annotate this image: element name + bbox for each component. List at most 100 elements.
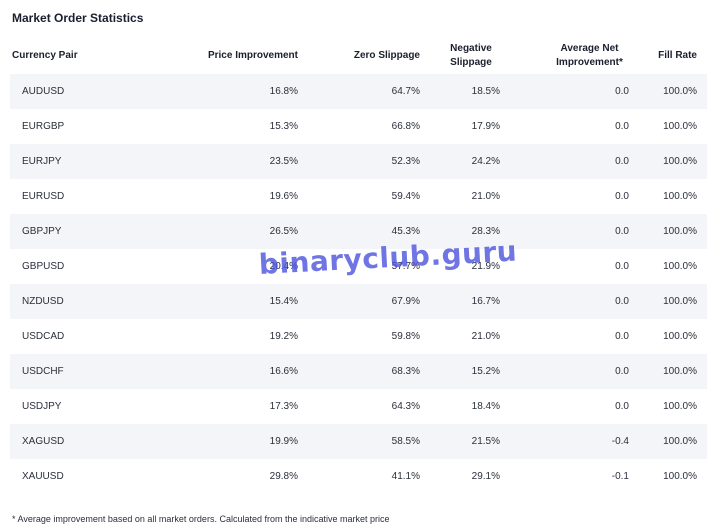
- cell-zero-slippage: 59.8%: [391, 331, 420, 342]
- cell-negative-slippage: 21.5%: [471, 436, 500, 447]
- table-row: EURJPY 23.5% 52.3% 24.2% 0.0 100.0%: [10, 144, 707, 179]
- table-row: GBPUSD 20.4% 57.7% 21.9% 0.0 100.0%: [10, 249, 707, 284]
- table-row: USDCHF 16.6% 68.3% 15.2% 0.0 100.0%: [10, 354, 707, 389]
- cell-zero-slippage: 64.3%: [391, 401, 420, 412]
- table-row: AUDUSD 16.8% 64.7% 18.5% 0.0 100.0%: [10, 74, 707, 109]
- header-negative-slippage-line2: Slippage: [450, 57, 492, 68]
- cell-price-improvement: 16.8%: [269, 86, 298, 97]
- cell-zero-slippage: 59.4%: [391, 191, 420, 202]
- table-row: EURGBP 15.3% 66.8% 17.9% 0.0 100.0%: [10, 109, 707, 144]
- cell-currency-pair: EURGBP: [22, 121, 65, 132]
- cell-zero-slippage: 67.9%: [391, 296, 420, 307]
- cell-average-net-improvement: 0.0: [615, 331, 629, 342]
- table-row: XAUUSD 29.8% 41.1% 29.1% -0.1 100.0%: [10, 459, 707, 494]
- cell-fill-rate: 100.0%: [663, 121, 697, 132]
- cell-currency-pair: EURJPY: [22, 156, 62, 167]
- cell-zero-slippage: 45.3%: [391, 226, 420, 237]
- cell-average-net-improvement: -0.1: [611, 471, 629, 482]
- table-row: USDJPY 17.3% 64.3% 18.4% 0.0 100.0%: [10, 389, 707, 424]
- header-price-improvement: Price Improvement: [207, 50, 298, 61]
- cell-negative-slippage: 29.1%: [471, 471, 500, 482]
- table-row: USDCAD 19.2% 59.8% 21.0% 0.0 100.0%: [10, 319, 707, 354]
- table-body: AUDUSD 16.8% 64.7% 18.5% 0.0 100.0% EURGBP 15.3…: [10, 74, 707, 494]
- cell-negative-slippage: 16.7%: [471, 296, 500, 307]
- cell-zero-slippage: 66.8%: [391, 121, 420, 132]
- cell-zero-slippage: 52.3%: [391, 156, 420, 167]
- cell-currency-pair: XAUUSD: [22, 471, 64, 482]
- cell-currency-pair: USDCHF: [22, 366, 64, 377]
- cell-average-net-improvement: 0.0: [615, 156, 629, 167]
- cell-negative-slippage: 28.3%: [471, 226, 500, 237]
- table-row: NZDUSD 15.4% 67.9% 16.7% 0.0 100.0%: [10, 284, 707, 319]
- cell-fill-rate: 100.0%: [663, 86, 697, 97]
- cell-average-net-improvement: -0.4: [611, 436, 629, 447]
- table-header: Currency Pair Price Improvement Zero Sli…: [10, 38, 707, 74]
- cell-average-net-improvement: 0.0: [615, 121, 629, 132]
- cell-currency-pair: GBPJPY: [22, 226, 62, 237]
- statistics-table: Currency Pair Price Improvement Zero Sli…: [10, 38, 707, 494]
- cell-average-net-improvement: 0.0: [615, 226, 629, 237]
- cell-zero-slippage: 41.1%: [391, 471, 420, 482]
- header-currency-pair: Currency Pair: [12, 50, 78, 61]
- cell-negative-slippage: 15.2%: [471, 366, 500, 377]
- cell-currency-pair: NZDUSD: [22, 296, 64, 307]
- cell-currency-pair: GBPUSD: [22, 261, 65, 272]
- cell-negative-slippage: 24.2%: [471, 156, 500, 167]
- cell-price-improvement: 15.3%: [269, 121, 298, 132]
- cell-price-improvement: 19.6%: [269, 191, 298, 202]
- cell-negative-slippage: 17.9%: [471, 121, 500, 132]
- cell-negative-slippage: 18.4%: [471, 401, 500, 412]
- header-negative-slippage: Negative Slippage: [420, 42, 500, 70]
- cell-average-net-improvement: 0.0: [615, 191, 629, 202]
- cell-negative-slippage: 21.9%: [471, 261, 500, 272]
- cell-average-net-improvement: 0.0: [615, 401, 629, 412]
- cell-fill-rate: 100.0%: [663, 226, 697, 237]
- cell-price-improvement: 17.3%: [269, 401, 298, 412]
- cell-price-improvement: 19.9%: [269, 436, 298, 447]
- cell-average-net-improvement: 0.0: [615, 296, 629, 307]
- cell-fill-rate: 100.0%: [663, 261, 697, 272]
- header-average-net-line2: Improvement*: [556, 57, 623, 68]
- table-row: GBPJPY 26.5% 45.3% 28.3% 0.0 100.0%: [10, 214, 707, 249]
- cell-currency-pair: USDJPY: [22, 401, 62, 412]
- cell-fill-rate: 100.0%: [663, 366, 697, 377]
- table-row: EURUSD 19.6% 59.4% 21.0% 0.0 100.0%: [10, 179, 707, 214]
- header-average-net-line1: Average Net: [560, 43, 619, 54]
- cell-price-improvement: 20.4%: [269, 261, 298, 272]
- cell-fill-rate: 100.0%: [663, 296, 697, 307]
- cell-currency-pair: EURUSD: [22, 191, 65, 202]
- cell-negative-slippage: 18.5%: [471, 86, 500, 97]
- cell-fill-rate: 100.0%: [663, 191, 697, 202]
- cell-average-net-improvement: 0.0: [615, 366, 629, 377]
- footnote: * Average improvement based on all marke…: [12, 514, 390, 524]
- cell-zero-slippage: 58.5%: [391, 436, 420, 447]
- cell-price-improvement: 15.4%: [269, 296, 298, 307]
- cell-price-improvement: 26.5%: [269, 226, 298, 237]
- cell-price-improvement: 23.5%: [269, 156, 298, 167]
- cell-zero-slippage: 57.7%: [391, 261, 420, 272]
- header-average-net-improvement: Average Net Improvement*: [500, 42, 629, 70]
- cell-fill-rate: 100.0%: [663, 436, 697, 447]
- header-negative-slippage-line1: Negative: [450, 43, 492, 54]
- header-fill-rate: Fill Rate: [658, 50, 697, 61]
- cell-price-improvement: 19.2%: [269, 331, 298, 342]
- cell-fill-rate: 100.0%: [663, 156, 697, 167]
- cell-zero-slippage: 64.7%: [391, 86, 420, 97]
- cell-zero-slippage: 68.3%: [391, 366, 420, 377]
- cell-average-net-improvement: 0.0: [615, 86, 629, 97]
- cell-negative-slippage: 21.0%: [471, 331, 500, 342]
- cell-currency-pair: XAGUSD: [22, 436, 65, 447]
- cell-fill-rate: 100.0%: [663, 401, 697, 412]
- page-title: Market Order Statistics: [12, 11, 144, 25]
- cell-currency-pair: USDCAD: [22, 331, 65, 342]
- cell-fill-rate: 100.0%: [663, 471, 697, 482]
- cell-average-net-improvement: 0.0: [615, 261, 629, 272]
- cell-fill-rate: 100.0%: [663, 331, 697, 342]
- cell-currency-pair: AUDUSD: [22, 86, 65, 97]
- cell-negative-slippage: 21.0%: [471, 191, 500, 202]
- table-row: XAGUSD 19.9% 58.5% 21.5% -0.4 100.0%: [10, 424, 707, 459]
- cell-price-improvement: 29.8%: [269, 471, 298, 482]
- cell-price-improvement: 16.6%: [269, 366, 298, 377]
- header-zero-slippage: Zero Slippage: [353, 50, 420, 61]
